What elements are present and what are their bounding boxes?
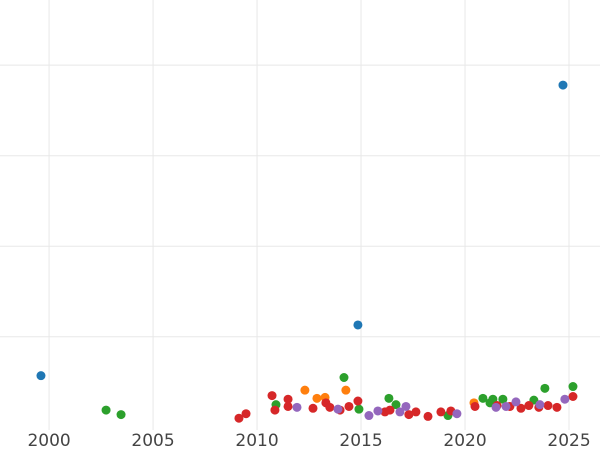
point — [353, 320, 363, 330]
point — [540, 383, 550, 393]
point — [325, 402, 335, 412]
point — [36, 371, 46, 381]
point — [292, 402, 302, 412]
point — [436, 407, 446, 417]
point — [234, 413, 244, 423]
point — [470, 401, 480, 411]
point — [391, 400, 401, 410]
point — [516, 403, 526, 413]
point — [524, 401, 534, 411]
point — [498, 394, 508, 404]
point — [267, 391, 277, 401]
point — [401, 401, 411, 411]
point — [560, 394, 570, 404]
point — [395, 407, 405, 417]
point — [543, 401, 553, 411]
point — [344, 401, 354, 411]
point — [535, 400, 545, 410]
point — [364, 411, 374, 421]
point — [558, 80, 568, 90]
point — [385, 405, 395, 415]
point — [373, 406, 383, 416]
point — [300, 385, 310, 395]
point — [354, 404, 364, 414]
point — [353, 396, 363, 406]
point — [491, 402, 501, 412]
point — [404, 410, 414, 420]
point — [423, 411, 433, 421]
point — [333, 404, 343, 414]
point — [312, 393, 322, 403]
x-tick-label: 2015 — [339, 431, 382, 450]
x-tick-label: 2005 — [131, 431, 174, 450]
point — [384, 393, 394, 403]
point — [339, 372, 349, 382]
point — [270, 405, 280, 415]
point — [552, 402, 562, 412]
point — [452, 409, 462, 419]
point — [341, 385, 351, 395]
x-tick-label: 2010 — [235, 431, 278, 450]
point — [478, 393, 488, 403]
point — [511, 397, 521, 407]
point — [308, 403, 318, 413]
point — [568, 392, 578, 402]
point — [241, 409, 251, 419]
point — [501, 401, 511, 411]
point — [283, 401, 293, 411]
x-tick-label: 2020 — [443, 431, 486, 450]
point — [283, 394, 293, 404]
point — [116, 410, 126, 420]
point — [568, 382, 578, 392]
x-tick-label: 2025 — [547, 431, 590, 450]
point — [101, 405, 111, 415]
x-tick-label: 2000 — [27, 431, 70, 450]
point — [411, 407, 421, 417]
